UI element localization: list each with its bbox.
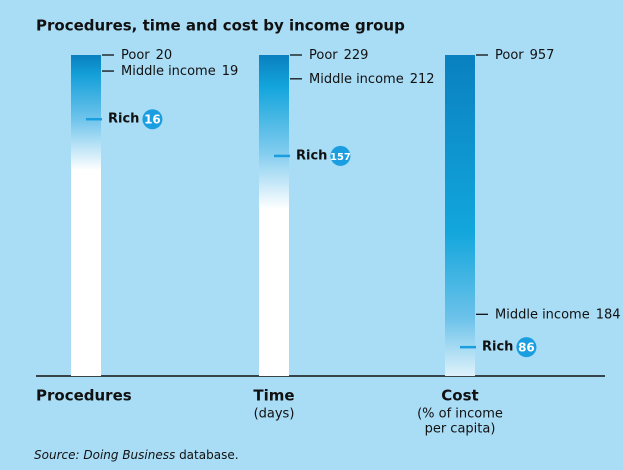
series-name: Rich: [296, 148, 327, 163]
marker-value: 212: [410, 71, 435, 86]
marker-value: 229: [344, 48, 369, 63]
bar: [71, 55, 101, 376]
marker-value: 20: [156, 48, 173, 63]
marker-label: Middle income 184: [495, 307, 621, 322]
source-suffix: database.: [179, 448, 238, 462]
x-tick-label: Procedures: [36, 387, 132, 405]
marker-value: 157: [330, 152, 351, 163]
marker-value: 184: [596, 307, 621, 322]
value-badge: [516, 337, 537, 358]
bar: [259, 55, 289, 376]
series-name: Middle income: [121, 64, 216, 79]
marker-value: 86: [518, 341, 535, 355]
series-name: Poor: [495, 48, 524, 63]
category-note: (% of income: [417, 407, 503, 422]
series-name: Middle income: [495, 307, 590, 322]
marker-label: Poor 957: [495, 48, 554, 63]
category-note: per capita): [425, 422, 496, 437]
series-name: Poor: [309, 48, 338, 63]
series-name: Middle income: [309, 71, 404, 86]
category-note: (days): [254, 407, 295, 422]
marker-label: Middle income 212: [309, 71, 435, 86]
marker-value: 16: [144, 113, 161, 127]
series-name: Poor: [121, 48, 150, 63]
source: Source: Doing Business database.: [34, 448, 239, 462]
chart-title: Procedures, time and cost by income grou…: [36, 17, 405, 35]
marker-value: 19: [222, 64, 239, 79]
bar: [445, 55, 475, 376]
value-badge: [142, 109, 163, 130]
marker-label: Poor 20: [121, 48, 172, 63]
value-badge: [330, 145, 351, 166]
source-title: Doing Business: [83, 448, 175, 462]
x-tick-label: Time: [253, 387, 294, 405]
series-name: Rich: [108, 112, 139, 127]
marker-label: Middle income 19: [121, 64, 238, 79]
marker-label: Poor 229: [309, 48, 368, 63]
marker-value: 957: [530, 48, 555, 63]
source-prefix: Source:: [34, 448, 80, 462]
series-name: Rich: [482, 340, 513, 355]
x-tick-label: Cost: [441, 387, 478, 405]
